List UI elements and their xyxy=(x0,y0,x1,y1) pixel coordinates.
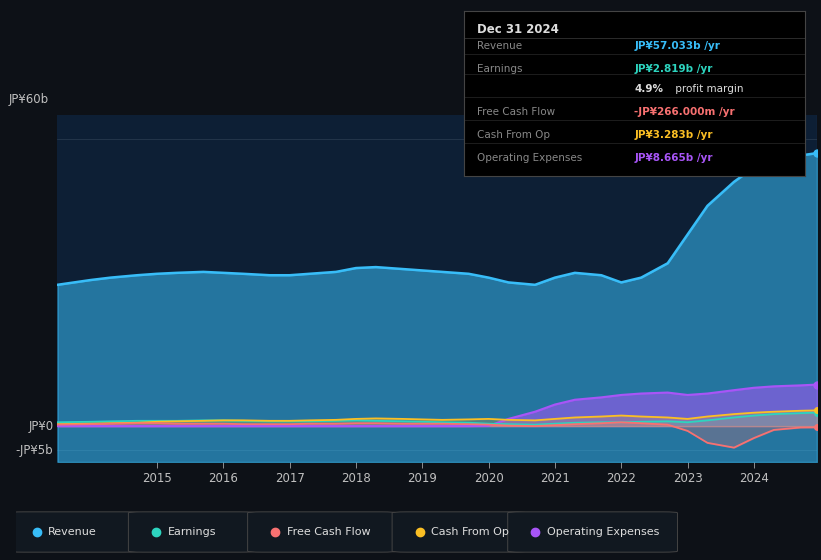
Text: 4.9%: 4.9% xyxy=(635,84,663,94)
Text: Revenue: Revenue xyxy=(478,41,523,51)
Text: Operating Expenses: Operating Expenses xyxy=(478,153,583,164)
Text: JP¥8.665b /yr: JP¥8.665b /yr xyxy=(635,153,713,164)
Text: JP¥2.819b /yr: JP¥2.819b /yr xyxy=(635,64,713,74)
Text: -JP¥266.000m /yr: -JP¥266.000m /yr xyxy=(635,107,735,117)
Text: Earnings: Earnings xyxy=(167,527,216,537)
Text: JP¥0: JP¥0 xyxy=(28,419,53,432)
Text: Cash From Op: Cash From Op xyxy=(478,130,551,140)
Text: Free Cash Flow: Free Cash Flow xyxy=(287,527,370,537)
FancyBboxPatch shape xyxy=(128,512,255,552)
Text: Earnings: Earnings xyxy=(478,64,523,74)
Text: Operating Expenses: Operating Expenses xyxy=(547,527,659,537)
Text: profit margin: profit margin xyxy=(672,84,743,94)
Text: Cash From Op: Cash From Op xyxy=(431,527,509,537)
Text: Dec 31 2024: Dec 31 2024 xyxy=(478,23,559,36)
Text: Revenue: Revenue xyxy=(48,527,97,537)
FancyBboxPatch shape xyxy=(9,512,140,552)
Text: JP¥57.033b /yr: JP¥57.033b /yr xyxy=(635,41,720,51)
FancyBboxPatch shape xyxy=(507,512,677,552)
FancyBboxPatch shape xyxy=(248,512,396,552)
Text: -JP¥5b: -JP¥5b xyxy=(16,444,53,456)
FancyBboxPatch shape xyxy=(392,512,525,552)
Text: JP¥60b: JP¥60b xyxy=(8,94,48,106)
Text: Free Cash Flow: Free Cash Flow xyxy=(478,107,556,117)
Text: JP¥3.283b /yr: JP¥3.283b /yr xyxy=(635,130,713,140)
